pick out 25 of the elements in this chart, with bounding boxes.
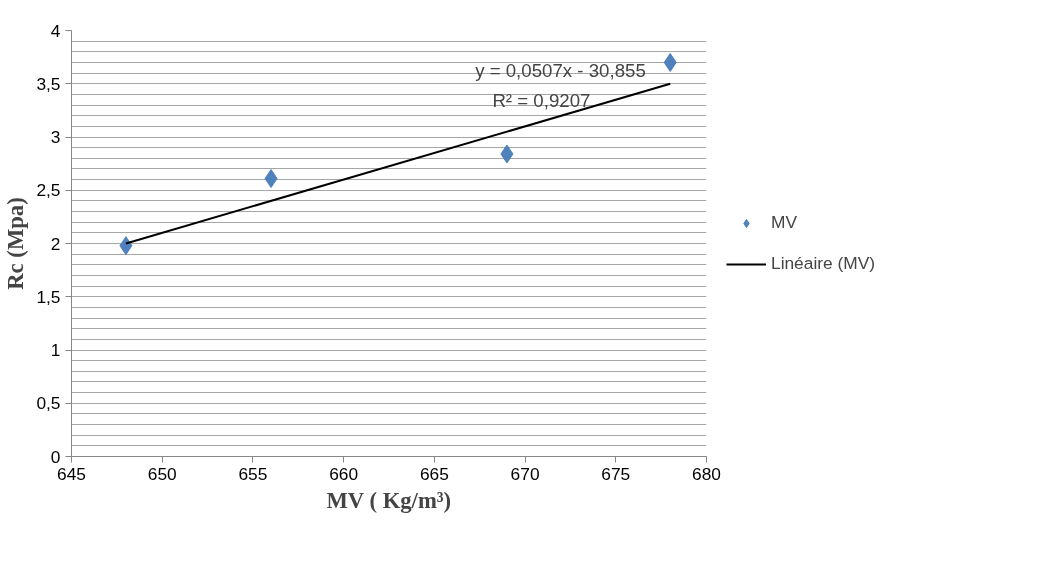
y-tick-label: 3 <box>50 127 61 147</box>
y-axis-title: Rc (Mpa) <box>3 197 29 290</box>
point <box>500 144 514 164</box>
legend-label: Linéaire (MV) <box>771 253 876 274</box>
annotation: y = 0,0507x - 30,855 <box>475 60 646 82</box>
y-tick-label: 4 <box>50 20 61 41</box>
legend-label: MV <box>771 212 797 233</box>
x-axis-title: MV ( Kg/m³) <box>326 487 452 513</box>
y-tick-label: 1,5 <box>36 286 61 307</box>
y-tick-label: 3,5 <box>36 73 61 94</box>
x-tick-label: 670 <box>510 463 540 484</box>
y-tick-label: 0,5 <box>36 393 61 414</box>
annotation: R² = 0,9207 <box>492 90 591 112</box>
point <box>264 169 278 189</box>
point <box>663 52 677 72</box>
y-tick-label: 2,5 <box>36 180 61 201</box>
x-tick-label: 660 <box>329 463 359 484</box>
y-tick-label: 2 <box>50 233 61 254</box>
x-tick-label: 680 <box>692 463 721 484</box>
x-tick-label: 665 <box>419 463 449 484</box>
y-tick-label: 1 <box>50 340 61 360</box>
x-tick-label: 655 <box>238 463 268 484</box>
point <box>119 236 133 256</box>
x-tick-label: 675 <box>601 463 631 484</box>
x-tick-label: 650 <box>147 463 177 484</box>
